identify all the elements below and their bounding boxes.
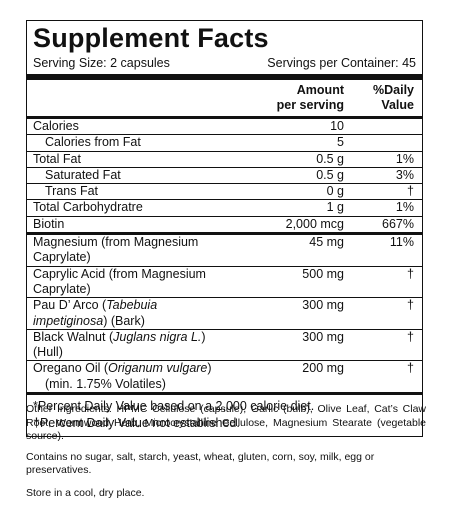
amount-header-line1: Amount xyxy=(296,83,344,97)
row-name: Caprylic Acid (from Magnesium Caprylate) xyxy=(33,266,206,296)
row-amount: 45 mg xyxy=(309,235,344,250)
column-header: Amount per serving %Daily Value xyxy=(27,80,422,119)
row-name: Oregano Oil (Origanum vulgare) (min. 1.7… xyxy=(27,361,232,392)
footnote-daily-value: *Percent Daily Value based on a 2,000 ca… xyxy=(33,399,315,414)
row-amount: 0.5 g xyxy=(316,151,344,166)
servings-per-container: Servings per Container: 45 xyxy=(267,56,416,70)
row-dv: 3% xyxy=(395,167,414,182)
table-row: Oregano Oil (Origanum vulgare) (min. 1.7… xyxy=(27,361,422,392)
panel-title: Supplement Facts xyxy=(33,23,269,53)
label-footer: Other Ingredients: HPMC Cellulose (capsu… xyxy=(26,403,426,509)
dv-header-line2: Value xyxy=(381,98,414,112)
row-amount: 0 g xyxy=(326,184,344,199)
row-amount: 0.5 g xyxy=(316,167,344,182)
row-name-latin: Tabebuia impetiginosa xyxy=(33,298,158,328)
table-row: Biotin 2,000 mcg 667% xyxy=(27,216,422,236)
row-name-part: ) (Bark) xyxy=(103,313,145,328)
table-row: Black Walnut (Juglans nigra L.) (Hull) 3… xyxy=(27,330,422,362)
table-row: Trans Fat 0 g † xyxy=(27,184,422,201)
row-name-part: ) (Hull) xyxy=(33,329,206,360)
amount-header-line2: per serving xyxy=(276,98,344,112)
row-name-text: Black Walnut ( xyxy=(33,329,114,344)
table-row: Total Fat 0.5 g 1% xyxy=(27,152,422,168)
amount-header: Amount per serving xyxy=(232,83,344,113)
footnotes: *Percent Daily Value based on a 2,000 ca… xyxy=(27,392,422,436)
table-row: Total Carbohydratre 1 g 1% xyxy=(27,200,422,217)
row-amount: 2,000 mcg xyxy=(285,216,344,231)
row-amount: 200 mg xyxy=(302,361,344,376)
row-amount: 1 g xyxy=(326,200,344,215)
row-name: Total Fat xyxy=(33,151,81,166)
row-name-text: Pau D’ Arco ( xyxy=(33,298,107,313)
row-name: Black Walnut (Juglans nigra L.) (Hull) xyxy=(27,330,232,361)
row-name: Magnesium (from Magnesium Caprylate) xyxy=(33,235,199,265)
row-amount: 300 mg xyxy=(302,329,344,344)
serving-info: Serving Size: 2 capsules Servings per Co… xyxy=(27,55,422,74)
row-amount: 10 xyxy=(330,119,344,133)
footnote-not-established: †Percent Daily Value not established. xyxy=(33,416,240,431)
row-amount: 300 mg xyxy=(302,298,344,313)
storage-statement: Store in a cool, dry place. xyxy=(26,486,145,499)
row-amount: 500 mg xyxy=(302,266,344,281)
dv-header: %Daily Value xyxy=(344,83,422,113)
row-name: Trans Fat xyxy=(45,184,99,199)
table-row: Calories from Fat 5 xyxy=(27,135,422,152)
table-row: Caprylic Acid (from Magnesium Caprylate)… xyxy=(27,267,422,299)
row-name-text: Oregano Oil ( xyxy=(33,361,109,376)
contains-statement: Contains no sugar, salt, starch, yeast, … xyxy=(26,450,375,477)
thick-divider xyxy=(27,74,422,80)
row-amount: 5 xyxy=(337,135,344,150)
row-dv: 667% xyxy=(382,216,414,231)
dv-header-line1: %Daily xyxy=(373,83,414,97)
row-dv: 11% xyxy=(389,235,414,250)
row-name: Calories xyxy=(33,119,79,133)
table-row: Magnesium (from Magnesium Caprylate) 45 … xyxy=(27,235,422,267)
row-dv: † xyxy=(407,184,414,199)
row-name-part: ) xyxy=(207,361,212,376)
row-dv: † xyxy=(407,266,414,281)
row-dv: † xyxy=(407,298,414,313)
row-name: Calories from Fat xyxy=(45,135,141,150)
row-name: Total Carbohydratre xyxy=(33,200,143,215)
row-dv: † xyxy=(407,329,414,344)
row-name-latin: Juglans nigra L. xyxy=(113,329,202,344)
other-ingredients: Other Ingredients: HPMC Cellulose (capsu… xyxy=(26,403,426,442)
supplement-facts-panel: Supplement Facts Serving Size: 2 capsule… xyxy=(26,20,423,438)
row-dv: † xyxy=(407,361,414,376)
row-name: Saturated Fat xyxy=(45,167,121,182)
row-dv: 1% xyxy=(395,200,414,215)
row-name-latin: Origanum vulgare xyxy=(108,361,208,376)
serving-size: Serving Size: 2 capsules xyxy=(33,56,170,70)
table-row: Saturated Fat 0.5 g 3% xyxy=(27,167,422,185)
row-name: Biotin xyxy=(33,216,65,231)
row-name: Pau D’ Arco (Tabebuia impetiginosa) (Bar… xyxy=(27,298,232,329)
row-dv: 1% xyxy=(395,151,414,166)
table-row: Calories 10 xyxy=(27,119,422,136)
table-row: Pau D’ Arco (Tabebuia impetiginosa) (Bar… xyxy=(27,298,422,330)
row-name-line2: (min. 1.75% Volatiles) xyxy=(45,376,166,391)
